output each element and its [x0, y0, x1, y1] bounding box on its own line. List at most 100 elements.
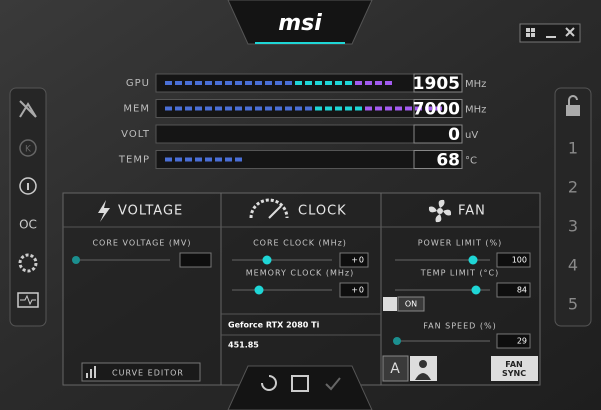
meter-segment — [245, 106, 252, 111]
meter-segment — [195, 81, 202, 85]
fan-speed-knob[interactable] — [393, 337, 401, 345]
settings-icon[interactable] — [18, 253, 38, 273]
core-clock-box[interactable] — [339, 252, 369, 268]
meter-segment — [365, 106, 372, 111]
fan-speed-label: FAN SPEED (%) — [423, 322, 496, 331]
meter-value: 0 — [448, 125, 460, 145]
meter-segment — [235, 81, 242, 85]
link-button[interactable] — [383, 297, 397, 311]
lock-icon[interactable] — [566, 105, 580, 116]
meter-segment — [175, 81, 182, 85]
meter-segment — [345, 106, 352, 111]
meter-label: GPU — [126, 78, 150, 89]
reset-button[interactable] — [261, 375, 277, 391]
core-voltage-knob[interactable] — [72, 256, 80, 264]
meter-segment — [275, 106, 282, 111]
meter-segment — [225, 81, 232, 85]
meter-segment — [275, 81, 282, 85]
meter-segment — [385, 106, 392, 111]
driver-version: 451.85 — [228, 341, 259, 350]
curve-icon — [94, 366, 96, 378]
meter-segment — [195, 106, 202, 111]
info-icon[interactable] — [19, 177, 37, 195]
meter-segment — [355, 81, 362, 85]
save-button[interactable] — [291, 375, 309, 392]
core-clock-knob[interactable] — [262, 255, 272, 265]
monitor-icon[interactable] — [17, 292, 39, 308]
meter-value-box — [413, 150, 463, 169]
core-clock-value: +0 — [351, 256, 365, 265]
power-limit-label: POWER LIMIT (%) — [418, 239, 503, 248]
profile-button[interactable]: 5 — [568, 295, 578, 314]
meter-segment — [295, 106, 302, 111]
meter-segment — [185, 157, 192, 162]
core-voltage-box[interactable] — [179, 252, 212, 268]
meter-segment — [335, 81, 342, 85]
temp-limit-knob[interactable] — [471, 285, 481, 295]
logo-plate — [227, 0, 373, 45]
fan-speed-box[interactable] — [496, 333, 531, 349]
meter-segment — [285, 106, 292, 111]
oc-scanner-icon[interactable]: OC — [19, 218, 37, 232]
window-buttons — [519, 23, 581, 43]
temp-limit-box[interactable] — [496, 282, 531, 298]
meter-segment — [215, 106, 222, 111]
curve-icon — [86, 373, 88, 378]
fan-speed-value: 29 — [517, 337, 527, 346]
on-label: ON — [405, 300, 417, 309]
left-sidebar — [9, 87, 47, 327]
close-button[interactable] — [565, 27, 575, 37]
user-icon-part — [415, 373, 431, 380]
kombustor-icon[interactable] — [19, 100, 37, 118]
fan-title: FAN — [458, 204, 486, 219]
meter-segment — [295, 81, 302, 85]
memory-clock-value: +0 — [351, 286, 365, 295]
profile-button[interactable]: 1 — [568, 139, 578, 158]
power-limit-value: 100 — [512, 256, 527, 265]
k-icon[interactable] — [19, 139, 37, 157]
meter-segment — [315, 81, 322, 85]
meter-segment — [175, 157, 182, 162]
meter-segment — [215, 157, 222, 162]
memory-clock-knob[interactable] — [254, 285, 264, 295]
meter-segment — [215, 81, 222, 85]
meter-segment — [305, 106, 312, 111]
meter-value-box — [413, 124, 463, 144]
curve-editor-button[interactable] — [81, 362, 201, 382]
meter-segment — [375, 106, 382, 111]
power-limit-box[interactable] — [496, 252, 531, 268]
meter-segment — [405, 106, 412, 111]
fan-icon-hub — [437, 208, 443, 214]
user-icon — [419, 360, 427, 368]
meter-label: MEM — [123, 104, 150, 115]
memory-clock-label: MEMORY CLOCK (MHz) — [246, 269, 354, 278]
temp-limit-value: 84 — [517, 286, 527, 295]
monitor-icon-part — [20, 294, 36, 306]
memory-clock-box[interactable] — [339, 282, 369, 298]
meter-segment — [415, 106, 422, 111]
meter-segment — [245, 81, 252, 85]
settings-button[interactable] — [526, 28, 530, 32]
profile-button[interactable]: 2 — [568, 178, 578, 197]
meter-segment — [235, 157, 242, 162]
meter-segment — [325, 106, 332, 111]
temp-limit-label: TEMP LIMIT (°C) — [420, 269, 500, 278]
power-limit-knob[interactable] — [468, 255, 478, 265]
profile-button[interactable]: 3 — [568, 217, 578, 236]
fan-sync-button[interactable] — [491, 356, 538, 381]
meter-segment — [285, 81, 292, 85]
meter-segment — [425, 106, 432, 111]
meter-unit: MHz — [465, 79, 486, 90]
meter-segment — [185, 106, 192, 111]
profile-button[interactable]: 4 — [568, 256, 578, 275]
apply-button[interactable] — [325, 377, 341, 391]
meter-label: VOLT — [121, 129, 150, 140]
on-toggle[interactable] — [397, 296, 425, 312]
auto-button[interactable] — [382, 355, 409, 382]
core-clock-label: CORE CLOCK (MHz) — [253, 239, 347, 248]
meter-value: 1905 — [413, 74, 460, 94]
fan-icon-blades — [428, 199, 452, 223]
meter-segment — [175, 106, 182, 111]
meter-segment — [235, 106, 242, 111]
